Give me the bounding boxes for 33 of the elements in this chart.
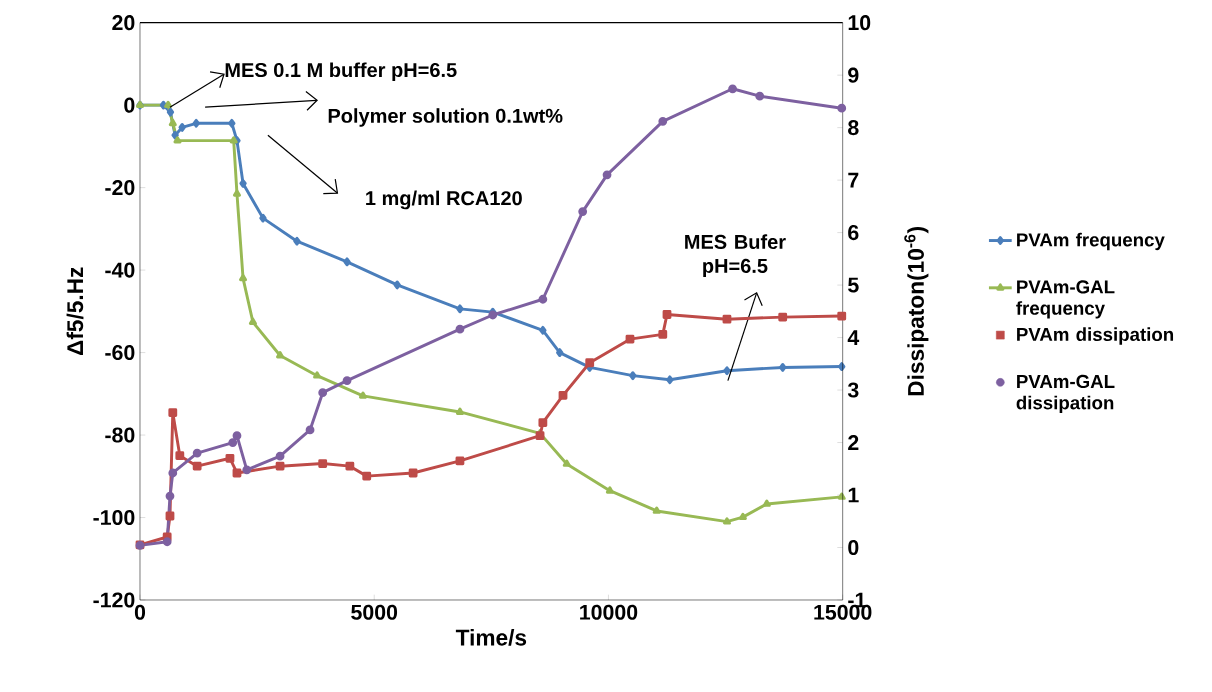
legend-label: PVAm dissipation — [1017, 327, 1174, 345]
y-tick-label: -80 — [105, 427, 135, 443]
y2-tick-label: 8 — [848, 120, 859, 136]
y2-tick-label: 3 — [847, 382, 859, 398]
y2-tick-label: 0 — [848, 539, 859, 556]
y-axis-title: Δf5/5.Hz — [66, 267, 84, 356]
y2-axis-title: Dissipaton(10$^{-6}$) — [904, 226, 929, 396]
x-tick-label: 5000 — [351, 604, 398, 620]
y2-tick-label: 7 — [848, 172, 859, 188]
y-tick-label: 20 — [112, 15, 135, 31]
y2-tick-label: 10 — [848, 15, 871, 31]
y2-tick-label: 2 — [848, 435, 859, 450]
y2-tick-label: 5 — [848, 277, 859, 293]
y2-tick-label: 4 — [847, 330, 860, 345]
annotation: 1 mg/ml RCA120 — [366, 190, 522, 210]
y2-tick-label: 6 — [848, 225, 859, 241]
y2-tick-label: 9 — [848, 67, 859, 83]
annotation: MES 0.1 M buffer pH=6.5 — [225, 62, 457, 82]
y-tick-label: -100 — [93, 509, 135, 526]
y-tick-label: -60 — [105, 345, 135, 361]
y-tick-label: -20 — [105, 180, 135, 196]
x-axis-title: Time/s — [455, 628, 527, 646]
y-tick-label: -40 — [105, 262, 135, 278]
annotation: MES Bufer pH=6.5 — [685, 234, 786, 277]
legend-label: PVAm-GAL dissipation — [1016, 374, 1115, 414]
x-tick-label: 0 — [134, 604, 146, 620]
annotation: Polymer solution 0.1wt% — [328, 108, 563, 127]
x-tick-label: 10000 — [580, 604, 638, 620]
y-tick-label: -120 — [93, 592, 135, 608]
legend-label: PVAm frequency — [1017, 232, 1165, 251]
y2-tick-label: 1 — [848, 487, 859, 503]
y-tick-label: 0 — [124, 97, 135, 113]
legend-label: PVAm-GAL frequency — [1016, 280, 1115, 319]
